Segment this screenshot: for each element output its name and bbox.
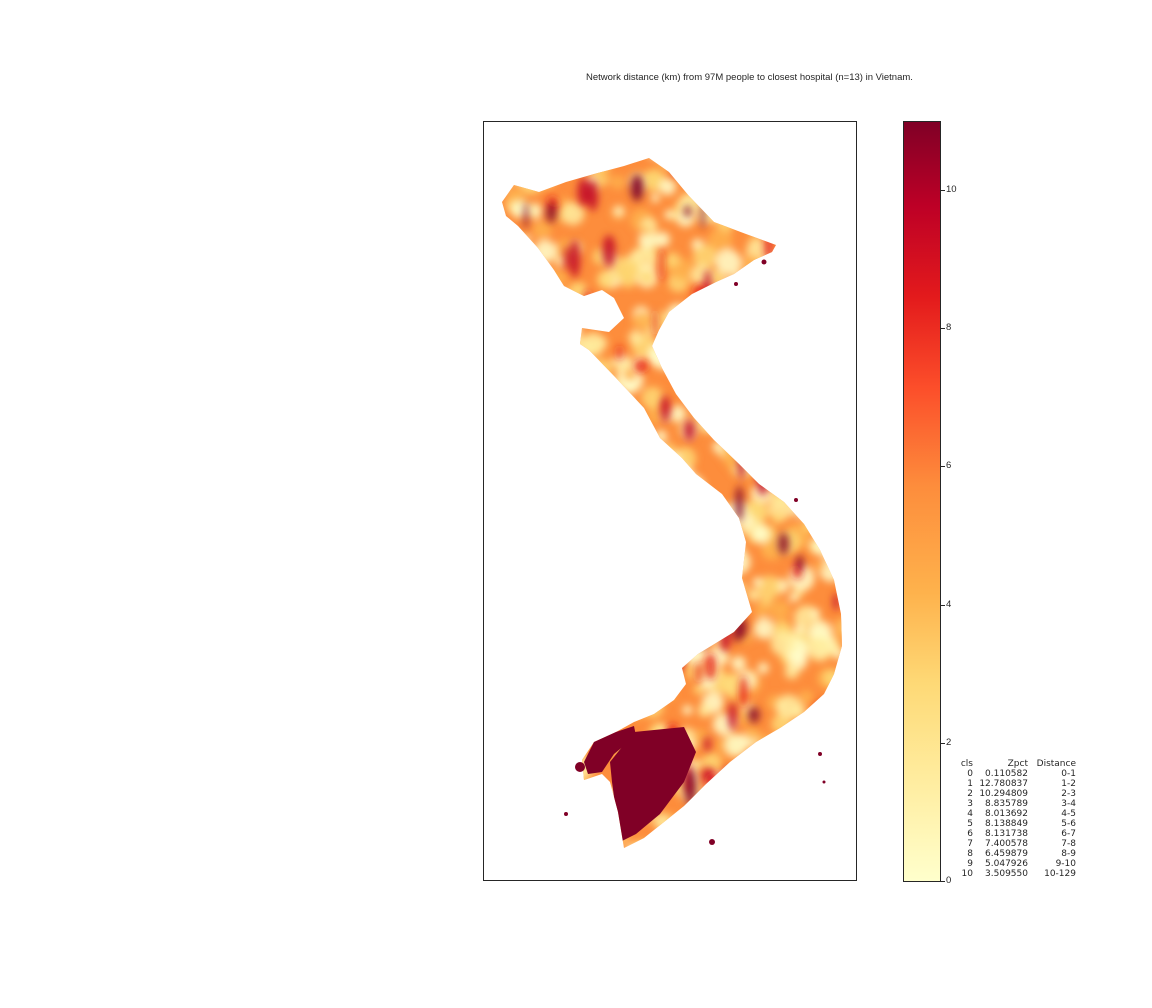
colorbar-tick-label: 2 xyxy=(946,736,952,748)
stats-zpct-cell: 8.013692 xyxy=(985,809,1028,819)
stats-cls-cell: 2 xyxy=(967,789,973,799)
stats-zpct-cell: 8.835789 xyxy=(985,799,1028,809)
stats-header-distance: Distance xyxy=(1036,759,1076,769)
stats-cls-cell: 1 xyxy=(967,779,973,789)
stats-row: 8 6.459879 8-9 xyxy=(951,849,1076,859)
stats-cls-cell: 3 xyxy=(967,799,973,809)
stats-distance-cell: 9-10 xyxy=(1055,859,1076,869)
stats-cls-cell: 8 xyxy=(967,849,973,859)
stats-zpct-cell: 8.138849 xyxy=(985,819,1028,829)
stats-distance-cell: 10-129 xyxy=(1044,869,1076,879)
stats-zpct-cell: 12.780837 xyxy=(979,779,1028,789)
map-title: Network distance (km) from 97M people to… xyxy=(586,72,913,83)
stats-cls-cell: 9 xyxy=(967,859,973,869)
stats-distance-cell: 3-4 xyxy=(1061,799,1076,809)
stats-row: 3 8.835789 3-4 xyxy=(951,799,1076,809)
stats-row: 5 8.138849 5-6 xyxy=(951,819,1076,829)
colorbar-tick-label: 6 xyxy=(946,460,952,472)
stats-distance-cell: 4-5 xyxy=(1061,809,1076,819)
stats-row: 2 10.294809 2-3 xyxy=(951,789,1076,799)
stats-cls-cell: 7 xyxy=(967,839,973,849)
stats-distance-cell: 7-8 xyxy=(1061,839,1076,849)
colorbar-tick-mark xyxy=(941,742,945,744)
stats-cls-cell: 0 xyxy=(967,769,973,779)
colorbar-tick-label: 10 xyxy=(946,184,957,196)
colorbar-tick-mark xyxy=(941,190,945,192)
colorbar-tick-mark xyxy=(941,604,945,606)
stats-distance-cell: 2-3 xyxy=(1061,789,1076,799)
stats-distance-cell: 6-7 xyxy=(1061,829,1076,839)
colorbar-tick-mark xyxy=(941,881,945,882)
stats-zpct-cell: 7.400578 xyxy=(985,839,1028,849)
stats-header-row: cls Zpct Distance xyxy=(951,759,1076,769)
stats-zpct-cell: 8.131738 xyxy=(985,829,1028,839)
stats-row: 9 5.047926 9-10 xyxy=(951,859,1076,869)
stats-row: 6 8.131738 6-7 xyxy=(951,829,1076,839)
stats-row: 7 7.400578 7-8 xyxy=(951,839,1076,849)
stats-cls-cell: 10 xyxy=(961,869,973,879)
stats-zpct-cell: 10.294809 xyxy=(979,789,1028,799)
stats-zpct-cell: 5.047926 xyxy=(985,859,1028,869)
stats-distance-cell: 0-1 xyxy=(1061,769,1076,779)
stats-cls-cell: 6 xyxy=(967,829,973,839)
stats-row: 4 8.013692 4-5 xyxy=(951,809,1076,819)
stats-row: 1 12.780837 1-2 xyxy=(951,779,1076,789)
colorbar xyxy=(903,121,941,882)
stats-cls-cell: 4 xyxy=(967,809,973,819)
stats-distance-cell: 8-9 xyxy=(1061,849,1076,859)
colorbar-tick-label: 4 xyxy=(946,598,952,610)
stats-zpct-cell: 0.110582 xyxy=(985,769,1028,779)
vietnam-distance-map xyxy=(502,158,842,848)
distance-stats-table: cls Zpct Distance 0 0.110582 0-1 1 12.780837… xyxy=(951,759,1076,879)
map-panel xyxy=(483,121,857,881)
stats-row: 0 0.110582 0-1 xyxy=(951,769,1076,779)
stats-distance-cell: 5-6 xyxy=(1061,819,1076,829)
stats-zpct-cell: 3.509550 xyxy=(985,869,1028,879)
stats-header-cls: cls xyxy=(960,759,973,769)
colorbar-tick-mark xyxy=(941,328,945,330)
stats-zpct-cell: 6.459879 xyxy=(985,849,1028,859)
stats-row: 10 3.509550 10-129 xyxy=(951,869,1076,879)
colorbar-tick-mark xyxy=(941,466,945,468)
colorbar-tick-label: 8 xyxy=(946,322,952,334)
colorbar-tick-label: 0 xyxy=(946,875,952,886)
stats-cls-cell: 5 xyxy=(967,819,973,829)
stats-distance-cell: 1-2 xyxy=(1061,779,1076,789)
stats-header-zpct: Zpct xyxy=(1007,759,1028,769)
